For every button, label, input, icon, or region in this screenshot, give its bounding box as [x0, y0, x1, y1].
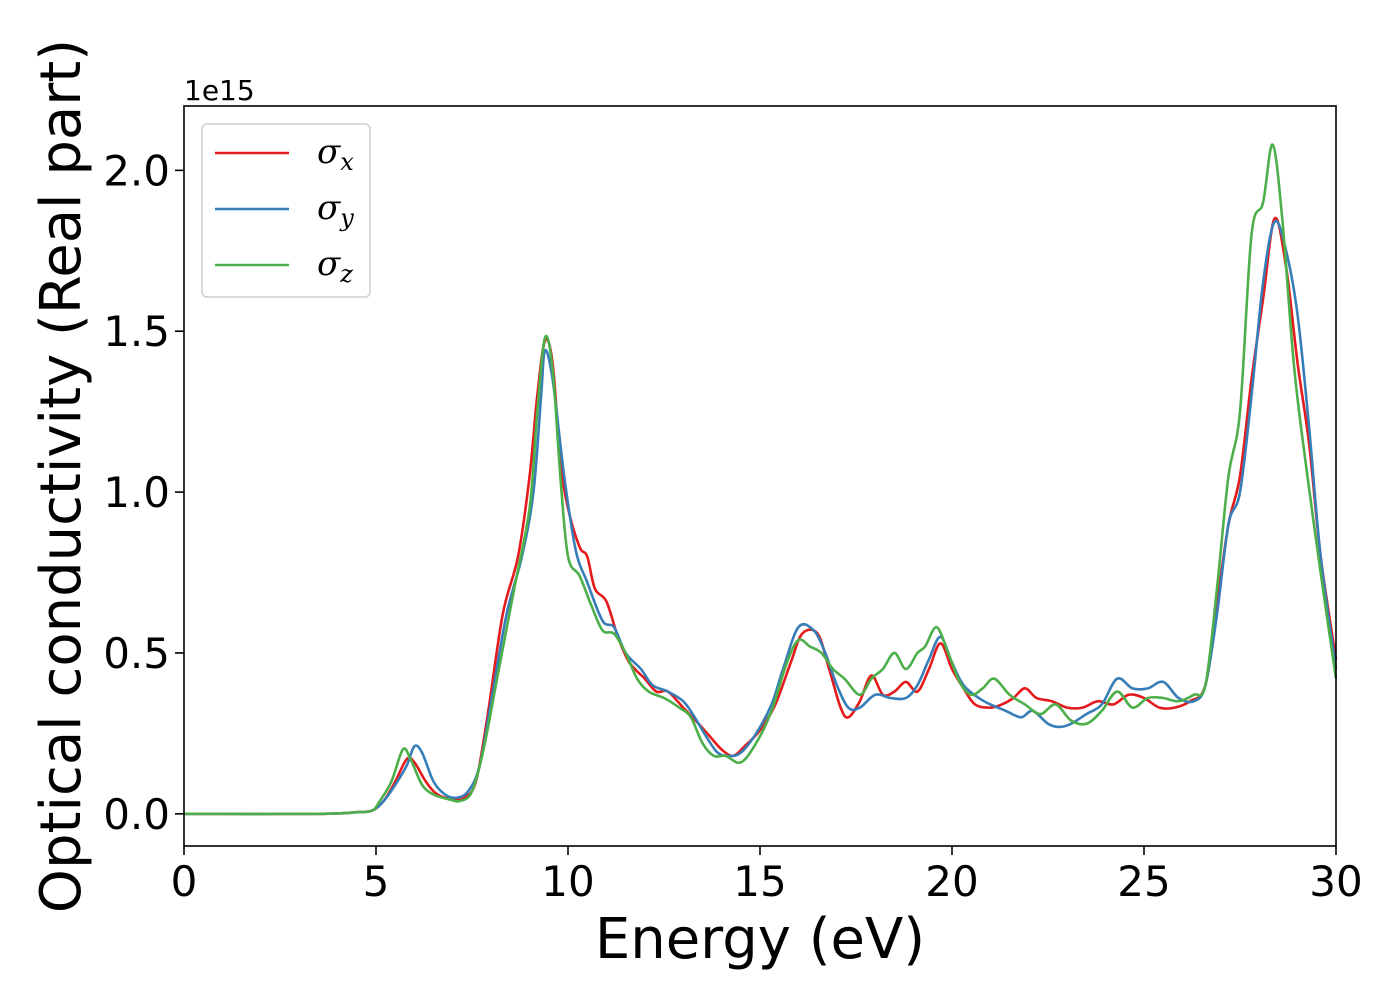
legend-subscript: x	[340, 148, 354, 176]
legend-symbol: σ	[317, 188, 341, 228]
legend-subscript: y	[339, 204, 354, 232]
legend-box	[201, 123, 371, 298]
legend-label-x: σx	[317, 132, 354, 176]
x-tick-label: 15	[733, 857, 786, 906]
legend-symbol: σ	[317, 132, 341, 172]
legend-label-y: σy	[317, 188, 354, 232]
y-tick-label: 2.0	[103, 146, 170, 195]
y-offset-label: 1e15	[184, 74, 255, 107]
y-tick-label: 1.0	[103, 468, 170, 517]
legend-symbol: σ	[317, 244, 341, 284]
series-line-z	[183, 143, 1338, 816]
y-tick-label: 0.5	[103, 629, 170, 678]
x-tick-label: 0	[171, 857, 198, 906]
y-axis-ticks: 0.0 0.5 1.0 1.5 2.0	[103, 146, 184, 839]
legend-subscript: z	[339, 260, 353, 288]
x-tick-label: 10	[541, 857, 594, 906]
x-axis-label: Energy (eV)	[595, 907, 925, 972]
x-tick-label: 25	[1117, 857, 1170, 906]
y-axis-label: Optical conductivity (Real part)	[29, 39, 94, 913]
y-tick-label: 0.0	[103, 790, 170, 839]
y-tick-label: 1.5	[103, 307, 170, 356]
series-layer	[183, 143, 1338, 816]
x-tick-label: 5	[363, 857, 390, 906]
x-axis-ticks: 0 5 10 15 20 25 30	[171, 846, 1363, 906]
plot-background	[184, 106, 1336, 846]
x-tick-label: 20	[925, 857, 978, 906]
x-tick-label: 30	[1309, 857, 1362, 906]
legend-label-z: σz	[317, 244, 353, 288]
